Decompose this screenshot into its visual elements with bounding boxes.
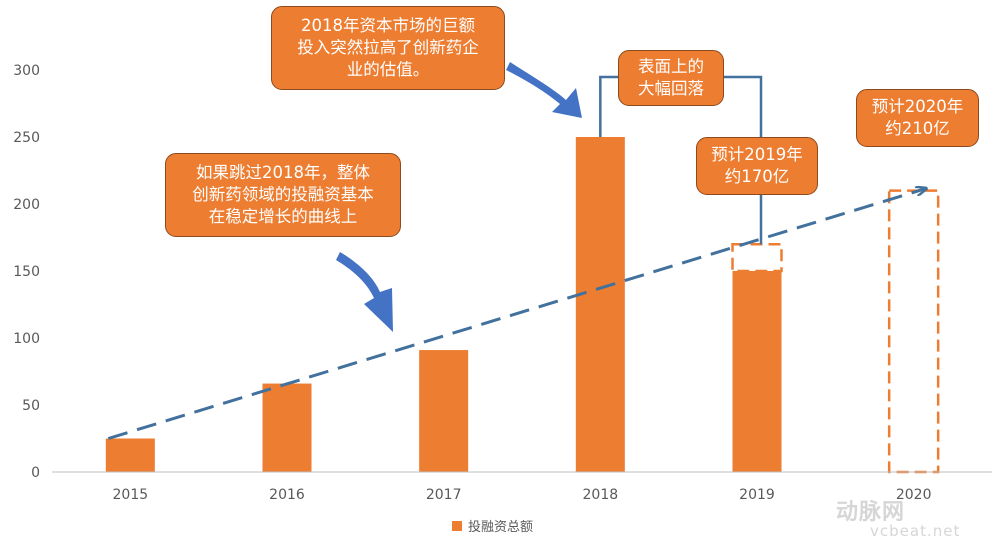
callout-line: 约170亿 — [724, 167, 790, 186]
y-tick-label: 100 — [13, 331, 40, 347]
watermark-brand: 动脉网 — [836, 500, 906, 525]
callout-line: 在稳定增长的曲线上 — [208, 207, 358, 226]
y-tick-label: 150 — [13, 264, 40, 280]
bar — [419, 350, 469, 472]
callout-line: 2018年资本市场的巨额 — [301, 16, 475, 35]
callout-forecast-2019: 预计2019年 约170亿 — [696, 137, 818, 195]
callout-forecast-2020: 预计2020年 约210亿 — [856, 89, 979, 147]
callout-line: 业的估值。 — [346, 60, 430, 79]
y-tick-label: 250 — [13, 130, 40, 146]
legend: 投融资总额 — [452, 516, 533, 535]
callout-line: 创新药领域的投融资基本 — [192, 185, 374, 204]
callout-line: 大幅回落 — [638, 79, 704, 98]
callout-line: 预计2019年 — [711, 145, 803, 164]
bar — [262, 383, 312, 472]
curved-arrow-2018 — [506, 62, 582, 118]
bar — [575, 137, 625, 472]
x-tick-label: 2020 — [896, 487, 932, 503]
callout-line: 预计2020年 — [871, 97, 964, 116]
x-tick-label: 2015 — [113, 487, 149, 503]
legend-swatch — [452, 520, 462, 531]
y-tick-label: 300 — [13, 63, 40, 79]
callout-line: 投入突然拉高了创新药企 — [297, 38, 479, 57]
watermark-site: vcbeat.net — [870, 522, 961, 540]
bar — [732, 271, 782, 472]
legend-label: 投融资总额 — [468, 520, 534, 535]
callout-2018-capital: 2018年资本市场的巨额 投入突然拉高了创新药企 业的估值。 — [271, 6, 505, 90]
projection-layer — [731, 189, 940, 474]
projection-bar — [731, 242, 783, 273]
y-axis-ticks: 0 50 100 150 200 250 300 — [13, 63, 40, 481]
bar — [105, 438, 155, 472]
callout-trend: 如果跳过2018年，整体 创新药领域的投融资基本 在稳定增长的曲线上 — [165, 153, 401, 237]
callout-line: 如果跳过2018年，整体 — [196, 163, 370, 182]
y-tick-label: 50 — [22, 398, 40, 414]
projection-bar — [887, 189, 940, 474]
y-tick-label: 200 — [13, 197, 40, 213]
callout-line: 表面上的 — [638, 57, 704, 76]
curved-arrow-trend — [336, 252, 393, 332]
y-tick-label: 0 — [31, 465, 40, 481]
x-tick-label: 2019 — [739, 487, 775, 503]
bars-layer — [105, 137, 782, 472]
x-tick-label: 2018 — [583, 487, 619, 503]
x-tick-label: 2017 — [426, 487, 462, 503]
callout-line: 约210亿 — [885, 119, 950, 138]
x-tick-label: 2016 — [269, 487, 305, 503]
callout-apparent-drop: 表面上的 大幅回落 — [618, 50, 724, 106]
trend-line — [107, 189, 925, 440]
watermark-logo: 动脉网 vcbeat.net — [836, 494, 960, 540]
x-axis-ticks: 2015 2016 2017 2018 2019 2020 — [113, 487, 932, 503]
